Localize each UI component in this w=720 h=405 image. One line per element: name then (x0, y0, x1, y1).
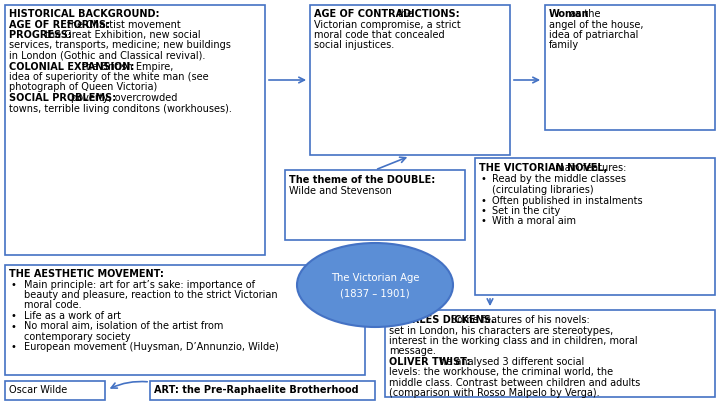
Text: Set in the city: Set in the city (492, 206, 560, 216)
Text: services, transports, medicine; new buildings: services, transports, medicine; new buil… (9, 40, 231, 51)
Text: Oscar Wilde: Oscar Wilde (9, 385, 67, 395)
Text: The Victorian Age: The Victorian Age (330, 273, 419, 283)
Text: middle class. Contrast between children and adults: middle class. Contrast between children … (389, 378, 640, 388)
Text: photograph of Queen Victoria): photograph of Queen Victoria) (9, 83, 157, 92)
Text: the Chartist movement: the Chartist movement (67, 19, 181, 30)
Text: the Great Exhibition, new social: the Great Exhibition, new social (45, 30, 201, 40)
Text: the: the (397, 9, 414, 19)
Text: interest in the working class and in children, moral: interest in the working class and in chi… (389, 336, 638, 346)
Bar (310, 5, 510, 155)
Text: •: • (11, 311, 17, 321)
Text: With a moral aim: With a moral aim (492, 217, 576, 226)
Text: the British Empire,: the British Empire, (82, 62, 174, 72)
Text: moral code that concealed: moral code that concealed (314, 30, 445, 40)
Text: (circulating libraries): (circulating libraries) (492, 185, 593, 195)
Text: OLIVER TWIST:: OLIVER TWIST: (389, 357, 474, 367)
Text: The theme of the DOUBLE:: The theme of the DOUBLE: (289, 175, 436, 185)
Bar (5, 381, 105, 400)
Text: THE VICTORIAN NOVEL,: THE VICTORIAN NOVEL, (479, 163, 608, 173)
Text: •: • (11, 322, 17, 332)
Text: AGE OF REFORMS:: AGE OF REFORMS: (9, 19, 113, 30)
Text: •: • (11, 279, 17, 290)
Text: AGE OF CONTRADICTIONS:: AGE OF CONTRADICTIONS: (314, 9, 463, 19)
Text: contemporary society: contemporary society (24, 332, 130, 342)
Text: •: • (11, 343, 17, 352)
Text: (comparison with Rosso Malpelo by Verga).: (comparison with Rosso Malpelo by Verga)… (389, 388, 600, 399)
Text: (1837 – 1901): (1837 – 1901) (340, 288, 410, 298)
Text: Victorian compromise, a strict: Victorian compromise, a strict (314, 19, 461, 30)
Text: idea of superiority of the white man (see: idea of superiority of the white man (se… (9, 72, 209, 82)
Bar (475, 158, 715, 295)
Text: message.: message. (389, 347, 436, 356)
Text: angel of the house,: angel of the house, (549, 19, 644, 30)
Text: Read by the middle classes: Read by the middle classes (492, 175, 626, 185)
Text: •: • (481, 175, 487, 185)
Text: PROGRESS:: PROGRESS: (9, 30, 76, 40)
Text: Woman: Woman (549, 9, 590, 19)
Bar (150, 381, 375, 400)
Text: •: • (481, 206, 487, 216)
Bar (545, 5, 715, 130)
Text: •: • (481, 196, 487, 205)
Text: Life as a work of art: Life as a work of art (24, 311, 121, 321)
Bar (285, 170, 465, 240)
Text: SOCIAL PROBLEMS:: SOCIAL PROBLEMS: (9, 93, 120, 103)
Bar (5, 5, 265, 255)
Text: set in London, his characters are stereotypes,: set in London, his characters are stereo… (389, 326, 613, 335)
Text: idea of patriarchal: idea of patriarchal (549, 30, 639, 40)
Text: as the: as the (567, 9, 600, 19)
Text: •: • (481, 217, 487, 226)
Text: Wilde and Stevenson: Wilde and Stevenson (289, 185, 392, 196)
Text: No moral aim, isolation of the artist from: No moral aim, isolation of the artist fr… (24, 322, 223, 332)
Text: social injustices.: social injustices. (314, 40, 395, 51)
Text: Some features of his novels:: Some features of his novels: (451, 315, 590, 325)
Text: poverty, overcrowded: poverty, overcrowded (71, 93, 177, 103)
Ellipse shape (297, 243, 453, 327)
Bar (385, 310, 715, 397)
Text: ART: the Pre-Raphaelite Brotherhood: ART: the Pre-Raphaelite Brotherhood (154, 385, 359, 395)
Text: he analysed 3 different social: he analysed 3 different social (440, 357, 584, 367)
Text: main features:: main features: (552, 163, 626, 173)
Bar (5, 265, 365, 375)
Text: THE AESTHETIC MOVEMENT:: THE AESTHETIC MOVEMENT: (9, 269, 164, 279)
Text: moral code.: moral code. (24, 301, 81, 311)
Text: COLONIAL EXPANSION:: COLONIAL EXPANSION: (9, 62, 138, 72)
Text: European movement (Huysman, D’Annunzio, Wilde): European movement (Huysman, D’Annunzio, … (24, 343, 279, 352)
Text: Often published in instalments: Often published in instalments (492, 196, 643, 205)
Text: HISTORICAL BACKGROUND:: HISTORICAL BACKGROUND: (9, 9, 160, 19)
Text: family: family (549, 40, 579, 51)
Text: towns, terrible living conditons (workhouses).: towns, terrible living conditons (workho… (9, 104, 232, 113)
Text: in London (Gothic and Classical revival).: in London (Gothic and Classical revival)… (9, 51, 205, 61)
Text: beauty and pleasure, reaction to the strict Victorian: beauty and pleasure, reaction to the str… (24, 290, 278, 300)
Text: Main principle: art for art’s sake: importance of: Main principle: art for art’s sake: impo… (24, 279, 255, 290)
Text: CHARLES DICKENS.: CHARLES DICKENS. (389, 315, 498, 325)
Text: levels: the workhouse, the criminal world, the: levels: the workhouse, the criminal worl… (389, 367, 613, 377)
